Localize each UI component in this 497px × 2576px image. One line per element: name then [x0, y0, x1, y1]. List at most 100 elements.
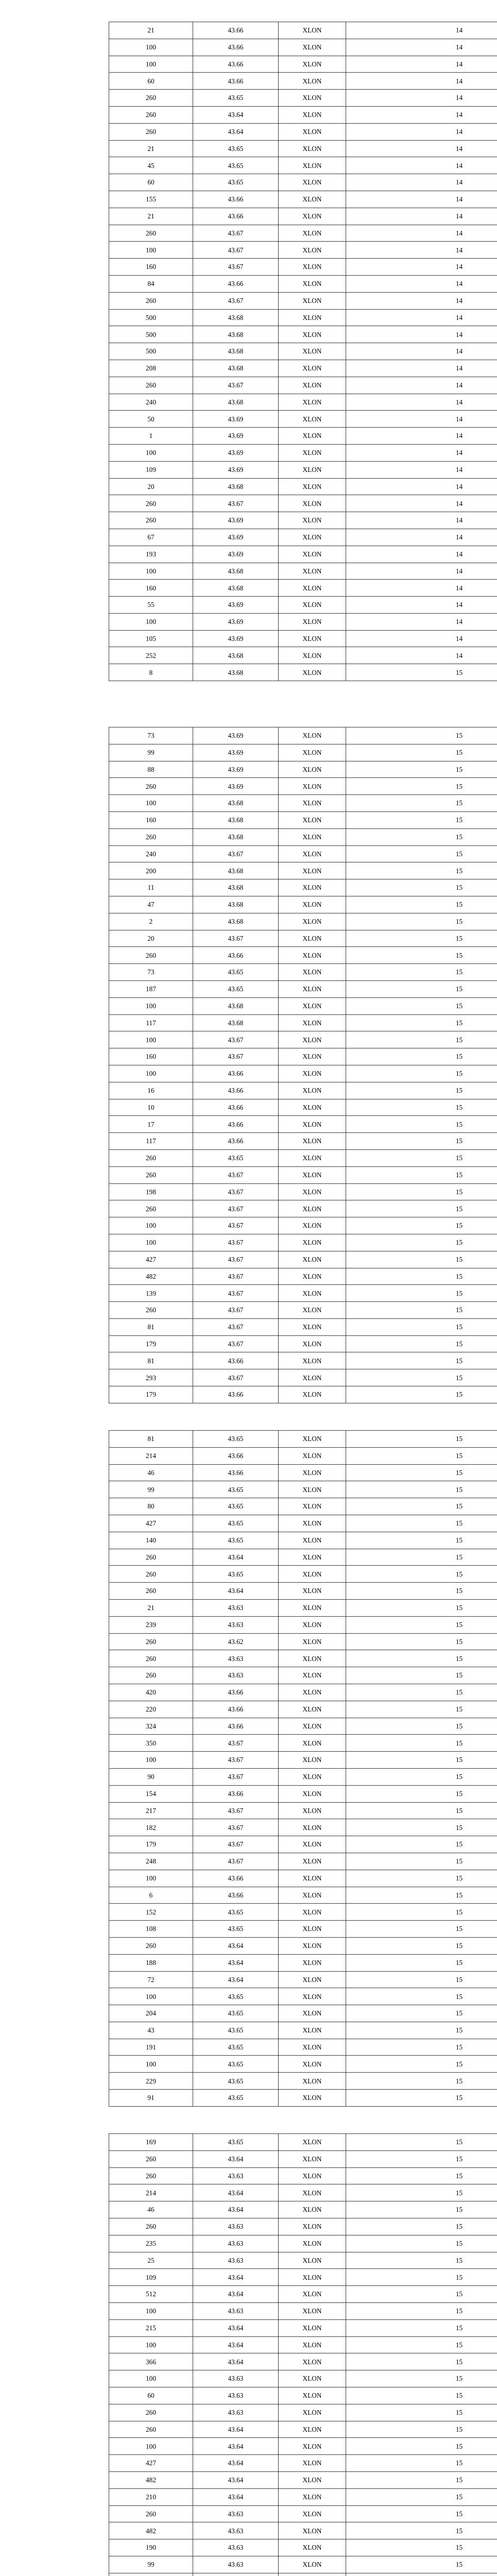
price-cell: 43.63 — [193, 2539, 279, 2556]
table-row: 482 43.67 XLON 15 — [109, 1267, 497, 1285]
timestamp-cell: 15 — [346, 1988, 497, 2006]
quantity-cell: 81 — [109, 1318, 193, 1336]
table-row: 229 43.65 XLON 15 — [109, 2072, 497, 2090]
quantity-cell: 100 — [109, 38, 193, 56]
quantity-cell: 482 — [109, 2522, 193, 2540]
table-row: 260 43.65 XLON 14 — [109, 89, 497, 107]
timestamp-cell: 15 — [346, 1250, 497, 1268]
quantity-cell: 179 — [109, 1335, 193, 1353]
table-row: 25 43.63 XLON 15 — [109, 2251, 497, 2269]
timestamp-cell: 15 — [346, 1217, 497, 1234]
venue-cell: XLON — [278, 2055, 346, 2073]
price-cell: 43.63 — [193, 1599, 279, 1617]
price-cell: 43.64 — [193, 2471, 279, 2489]
venue-cell: XLON — [278, 1700, 346, 1718]
quantity-cell: 60 — [109, 72, 193, 90]
venue-cell: XLON — [278, 1751, 346, 1769]
price-cell: 43.67 — [193, 1852, 279, 1870]
quantity-cell: 11 — [109, 879, 193, 896]
quantity-cell: 427 — [109, 1514, 193, 1532]
timestamp-cell: 15 — [346, 1267, 497, 1285]
quantity-cell: 100 — [109, 1751, 193, 1769]
quantity-cell: 182 — [109, 1819, 193, 1837]
quantity-cell: 482 — [109, 2471, 193, 2489]
table-row: 366 43.64 XLON 15 — [109, 2353, 497, 2371]
price-cell: 43.69 — [193, 427, 279, 445]
trades-table: 21 43.66 XLON 14 100 43.66 XLON 14 100 43.66 XLON 1… — [109, 22, 497, 682]
quantity-cell: 6 — [109, 1886, 193, 1904]
timestamp-cell: 15 — [346, 1633, 497, 1651]
timestamp-cell: 14 — [346, 123, 497, 141]
timestamp-cell: 15 — [346, 1183, 497, 1201]
table-row: 260 43.64 XLON 15 — [109, 1548, 497, 1566]
quantity-cell: 139 — [109, 1284, 193, 1302]
price-cell: 43.68 — [193, 579, 279, 597]
price-cell: 43.64 — [193, 2420, 279, 2438]
price-cell: 43.64 — [193, 2201, 279, 2218]
table-row: 191 43.65 XLON 15 — [109, 2038, 497, 2056]
venue-cell: XLON — [278, 190, 346, 208]
price-cell: 43.66 — [193, 1352, 279, 1370]
table-row: 73 43.65 XLON 15 — [109, 963, 497, 981]
timestamp-cell: 15 — [346, 2285, 497, 2303]
quantity-cell: 220 — [109, 1700, 193, 1718]
table-row: 91 43.65 XLON 15 — [109, 2089, 497, 2107]
table-row: 350 43.67 XLON 15 — [109, 1734, 497, 1752]
timestamp-cell: 15 — [346, 2234, 497, 2252]
quantity-cell: 73 — [109, 727, 193, 744]
price-cell: 43.64 — [193, 2454, 279, 2472]
price-cell: 43.65 — [193, 1149, 279, 1167]
timestamp-cell: 15 — [346, 1301, 497, 1319]
price-cell: 43.66 — [193, 1386, 279, 1403]
price-cell: 43.69 — [193, 777, 279, 795]
table-row: 100 43.66 XLON 15 — [109, 1064, 497, 1082]
table-row: 100 43.68 XLON 15 — [109, 997, 497, 1015]
table-row: 21 43.63 XLON 15 — [109, 1599, 497, 1617]
quantity-cell: 160 — [109, 1048, 193, 1065]
quantity-cell: 25 — [109, 2251, 193, 2269]
venue-cell: XLON — [278, 2522, 346, 2540]
quantity-cell: 100 — [109, 2370, 193, 2387]
quantity-cell: 105 — [109, 630, 193, 648]
quantity-cell: 169 — [109, 2133, 193, 2151]
table-row: 99 43.65 XLON 15 — [109, 1481, 497, 1499]
table-row: 427 43.65 XLON 15 — [109, 1514, 497, 1532]
timestamp-cell: 15 — [346, 2055, 497, 2073]
timestamp-cell: 15 — [346, 1115, 497, 1133]
quantity-cell: 100 — [109, 2302, 193, 2320]
price-cell: 43.67 — [193, 845, 279, 863]
timestamp-cell: 15 — [346, 2319, 497, 2337]
price-cell: 43.69 — [193, 528, 279, 546]
venue-cell: XLON — [278, 275, 346, 293]
timestamp-cell: 15 — [346, 1920, 497, 1938]
quantity-cell: 100 — [109, 1233, 193, 1251]
venue-cell: XLON — [278, 495, 346, 513]
price-cell: 43.65 — [193, 1498, 279, 1515]
quantity-cell: 117 — [109, 1014, 193, 1032]
venue-cell: XLON — [278, 1531, 346, 1549]
price-cell: 43.64 — [193, 1971, 279, 1989]
timestamp-cell: 14 — [346, 275, 497, 293]
quantity-cell: 260 — [109, 1565, 193, 1583]
venue-cell: XLON — [278, 1920, 346, 1938]
price-cell: 43.66 — [193, 1717, 279, 1735]
quantity-cell: 100 — [109, 1031, 193, 1049]
venue-cell: XLON — [278, 140, 346, 158]
table-row: 72 43.64 XLON 15 — [109, 1971, 497, 1989]
table-row: 248 43.67 XLON 15 — [109, 1852, 497, 1870]
price-cell: 43.65 — [193, 1481, 279, 1499]
quantity-cell: 260 — [109, 828, 193, 846]
venue-cell: XLON — [278, 997, 346, 1015]
timestamp-cell: 14 — [346, 376, 497, 394]
quantity-cell: 84 — [109, 275, 193, 293]
price-cell: 43.63 — [193, 1650, 279, 1668]
quantity-cell: 117 — [109, 1132, 193, 1150]
timestamp-cell: 14 — [346, 495, 497, 513]
quantity-cell: 81 — [109, 1430, 193, 1448]
quantity-cell: 191 — [109, 2038, 193, 2056]
timestamp-cell: 15 — [346, 1369, 497, 1387]
quantity-cell: 108 — [109, 1920, 193, 1938]
timestamp-cell: 15 — [346, 777, 497, 795]
timestamp-cell: 15 — [346, 997, 497, 1015]
venue-cell: XLON — [278, 2353, 346, 2371]
